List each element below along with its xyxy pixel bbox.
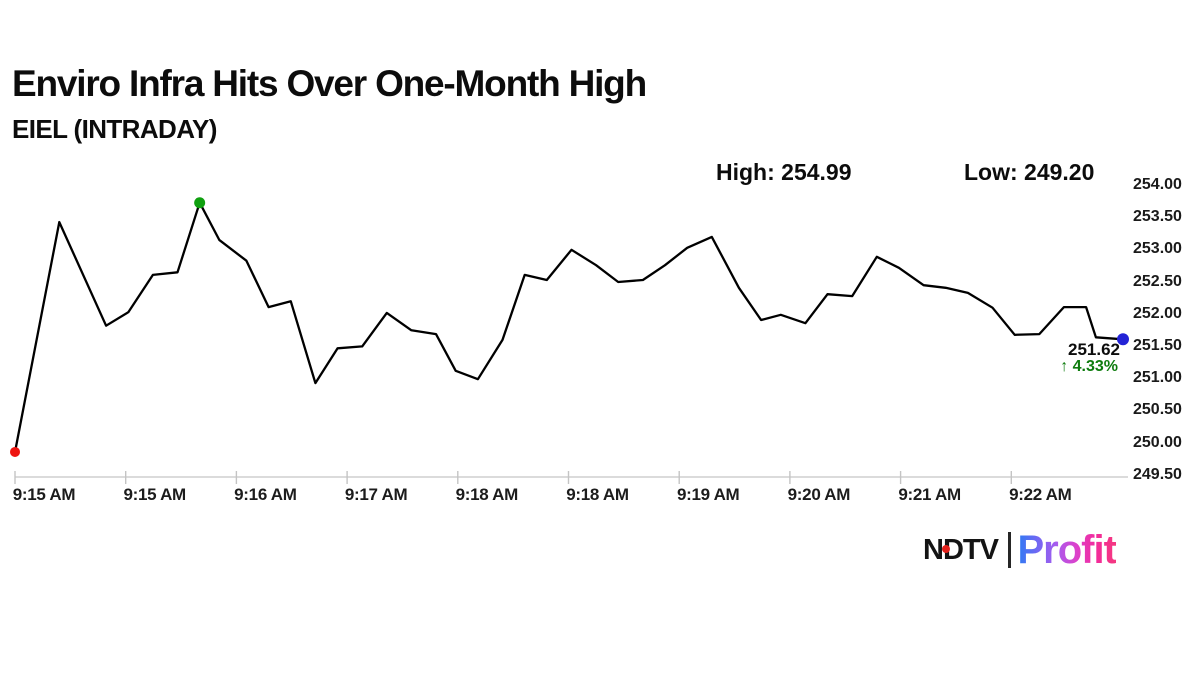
peak-marker-dot — [194, 197, 206, 209]
x-tick-label: 9:17 AM — [344, 485, 408, 504]
ndtv-profit-logo: NDTV Profit — [923, 528, 1117, 572]
x-tick-label: 9:22 AM — [1009, 485, 1072, 504]
x-tick-label: 9:21 AM — [898, 485, 961, 504]
x-tick-label: 9:15 AM — [12, 485, 76, 504]
y-tick-label: 250.50 — [1133, 401, 1182, 419]
page-title: Enviro Infra Hits Over One-Month High — [12, 63, 647, 104]
ndtv-wordmark: NDTV — [923, 533, 999, 566]
x-tick-label: 9:16 AM — [234, 485, 297, 504]
y-tick-label: 252.50 — [1133, 272, 1182, 290]
x-tick-label: 9:19 AM — [676, 485, 740, 504]
y-tick-label: 253.50 — [1133, 208, 1182, 226]
logo-separator — [1007, 532, 1012, 568]
x-tick-label: 9:18 AM — [566, 485, 629, 504]
price-polyline — [13, 201, 1125, 454]
change-percent-label: ↑ 4.33% — [1060, 358, 1118, 375]
y-tick-label: 254.00 — [1133, 176, 1182, 193]
x-tick-label: 9:20 AM — [787, 485, 851, 504]
start-marker-dot — [10, 446, 20, 457]
y-tick-label: 250.00 — [1133, 433, 1182, 451]
y-tick-label: 253.00 — [1133, 240, 1182, 258]
y-tick-label: 251.50 — [1133, 337, 1182, 354]
last-price-label: 251.62 — [1068, 340, 1120, 359]
ndtv-red-dot-icon — [942, 544, 950, 553]
y-tick-label: 249.50 — [1133, 465, 1182, 483]
low-value-label: Low: 249.20 — [964, 159, 1095, 185]
last-marker-dot — [1117, 333, 1129, 346]
profit-wordmark: Profit — [1017, 528, 1116, 572]
y-tick-label: 252.00 — [1133, 304, 1182, 322]
y-tick-label: 251.00 — [1133, 369, 1182, 387]
x-tick-label: 9:18 AM — [455, 485, 519, 504]
ndtv-logo-text: NDTV — [923, 533, 999, 567]
ticker-subtitle: EIEL (INTRADAY) — [12, 114, 217, 144]
high-value-label: High: 254.99 — [716, 159, 852, 185]
x-tick-label: 9:15 AM — [123, 485, 186, 504]
